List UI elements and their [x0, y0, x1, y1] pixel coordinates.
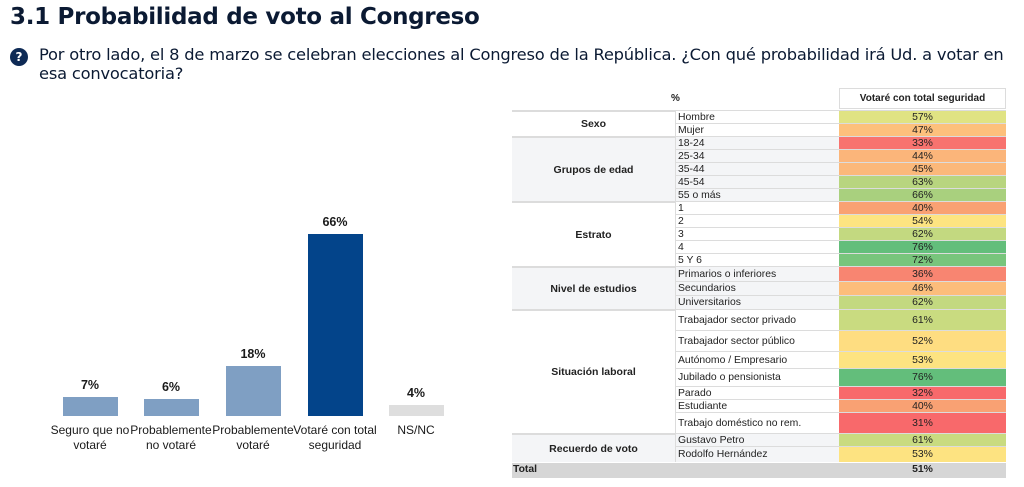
page-title: 3.1 Probabilidad de voto al Congreso [10, 4, 480, 30]
bar [308, 234, 363, 416]
row-value-cell: 36% [839, 266, 1006, 281]
bar-category-label: NS/NC [397, 423, 435, 437]
row-value-cell: 66% [839, 188, 1006, 201]
column-header: Votaré con total seguridad [839, 88, 1006, 109]
row-value-cell: 62% [839, 295, 1006, 309]
total-row: Total 51% [512, 463, 1006, 478]
bar [63, 397, 118, 416]
row-value-cell: 32% [839, 386, 1006, 399]
row-label: Mujer [675, 123, 839, 136]
row-label: Trabajador sector público [675, 330, 839, 351]
row-value-cell: 72% [839, 253, 1006, 266]
bar-group: 6% Probablemente no votaré [130, 100, 212, 470]
group-label: Situación laboral [512, 309, 675, 433]
row-label: Jubilado o pensionista [675, 368, 839, 386]
bar-group: 18% Probablemente votaré [212, 100, 294, 470]
question-circle-icon: ? [10, 48, 28, 66]
row-label: Gustavo Petro [675, 433, 839, 446]
row-value-cell: 52% [839, 330, 1006, 351]
row-label: Trabajo doméstico no rem. [675, 412, 839, 433]
bar-group: 4% NS/NC [375, 100, 457, 470]
bar [144, 399, 199, 416]
bar-category-label: Votaré con total seguridad [293, 423, 377, 452]
group-label: Recuerdo de voto [512, 433, 675, 462]
row-label: 18-24 [675, 136, 839, 149]
bar-category-label: Seguro que no votaré [50, 423, 130, 452]
row-value-cell: 53% [839, 446, 1006, 462]
row-value-cell: 40% [839, 201, 1006, 214]
question-text: Por otro lado, el 8 de marzo se celebran… [39, 45, 1004, 83]
row-value-cell: 31% [839, 412, 1006, 433]
bar-group: 66% Votaré con total seguridad [293, 100, 376, 470]
row-value-cell: 45% [839, 162, 1006, 175]
row-value-cell: 76% [839, 240, 1006, 253]
row-value-cell: 62% [839, 227, 1006, 240]
bar [389, 405, 444, 416]
row-label: Autónomo / Empresario [675, 351, 839, 368]
row-value-cell: 57% [839, 110, 1006, 123]
total-value: 51% [912, 464, 933, 475]
bar-value-label: 7% [80, 378, 100, 392]
row-label: 45-54 [675, 175, 839, 188]
group-label: Grupos de edad [512, 136, 675, 201]
group-label: Nivel de estudios [512, 266, 675, 309]
row-value-cell: 63% [839, 175, 1006, 188]
bar-value-label: 66% [322, 215, 348, 229]
bar-value-label: 18% [240, 347, 266, 361]
row-label: Estudiante [675, 399, 839, 412]
row-value-cell: 46% [839, 281, 1006, 295]
row-label: 4 [675, 240, 839, 253]
row-label: 1 [675, 201, 839, 214]
bar-value-label: 6% [161, 380, 181, 394]
bar-category-label: Probablemente no votaré [130, 423, 212, 452]
row-label: 25-34 [675, 149, 839, 162]
row-value-cell: 61% [839, 433, 1006, 446]
row-label: Rodolfo Hernández [675, 446, 839, 462]
row-label: 5 Y 6 [675, 253, 839, 266]
row-label: 3 [675, 227, 839, 240]
group-label: Estrato [512, 201, 675, 266]
bar [226, 366, 281, 416]
row-value-cell: 53% [839, 351, 1006, 368]
row-label: 55 o más [675, 188, 839, 201]
row-value-cell: 44% [839, 149, 1006, 162]
row-label: Primarios o inferiores [675, 266, 839, 281]
row-label: 2 [675, 214, 839, 227]
corner-header: % [671, 93, 680, 104]
row-value-cell: 54% [839, 214, 1006, 227]
row-label: Parado [675, 386, 839, 399]
bar-category-label: Probablemente votaré [212, 423, 294, 452]
table-header: % Votaré con total seguridad [512, 88, 1006, 109]
row-label: Secundarios [675, 281, 839, 295]
bar-group: 7% Seguro que no votaré [49, 100, 131, 470]
total-label: Total [513, 464, 538, 475]
row-label: Universitarios [675, 295, 839, 309]
bar-chart: 7% Seguro que no votaré 6% Probablemente no… [40, 100, 470, 470]
row-label: Trabajador sector privado [675, 309, 839, 330]
row-value-cell: 47% [839, 123, 1006, 136]
row-label: 35-44 [675, 162, 839, 175]
row-value-cell: 61% [839, 309, 1006, 330]
group-label: Sexo [512, 110, 675, 136]
row-label: Hombre [675, 110, 839, 123]
row-value-cell: 33% [839, 136, 1006, 149]
row-value-cell: 40% [839, 399, 1006, 412]
bar-value-label: 4% [406, 386, 426, 400]
row-value-cell: 76% [839, 368, 1006, 386]
